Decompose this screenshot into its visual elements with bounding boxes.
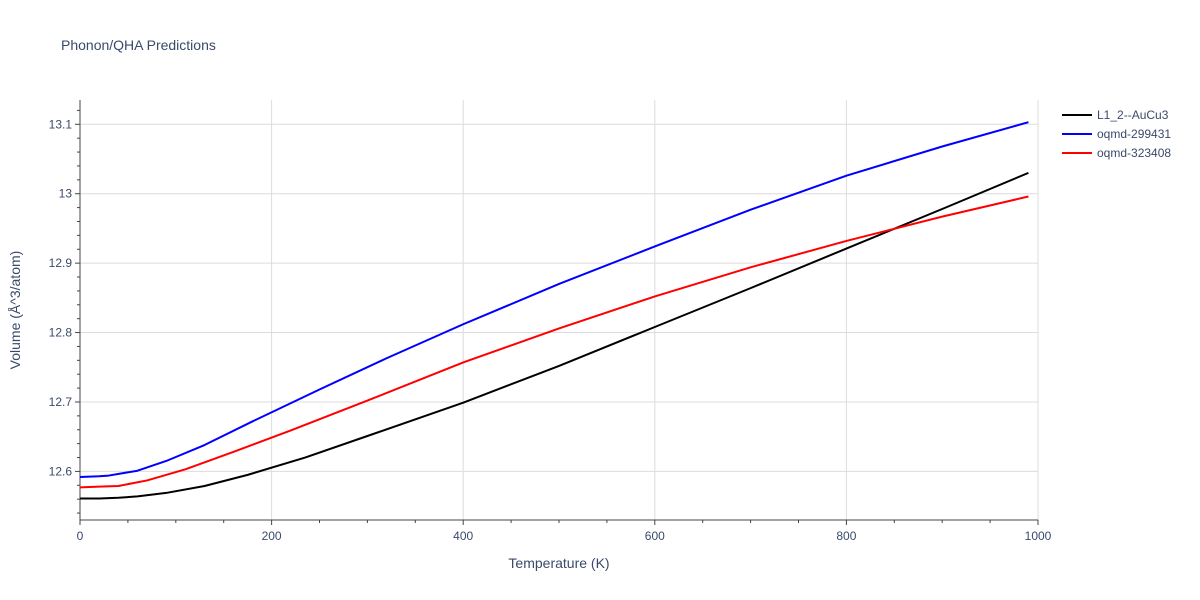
x-tick-label: 600 xyxy=(645,529,665,543)
legend-label: oqmd-323408 xyxy=(1097,146,1171,160)
legend-label: oqmd-299431 xyxy=(1097,127,1171,141)
chart-title: Phonon/QHA Predictions xyxy=(61,37,216,53)
x-tick-label: 0 xyxy=(77,529,84,543)
series-line-3[interactable] xyxy=(79,195,1029,489)
y-tick-label: 12.8 xyxy=(49,326,73,340)
series-line-1[interactable] xyxy=(80,171,1029,500)
x-tick-label: 1000 xyxy=(1025,529,1052,543)
legend-item-3[interactable]: oqmd-323408 xyxy=(1062,146,1171,160)
x-tick-label: 400 xyxy=(453,529,473,543)
axes: 0 200 400 600 800 1000 12.6 12.7 12.8 12.9 13 13.1 xyxy=(49,100,1052,543)
y-tick-label: 13 xyxy=(59,187,73,201)
grid-lines xyxy=(80,100,1039,520)
y-tick-label: 13.1 xyxy=(49,117,73,131)
x-tick-label: 200 xyxy=(262,529,282,543)
y-tick-label: 12.6 xyxy=(49,464,73,478)
y-tick-label: 12.7 xyxy=(49,395,73,409)
x-axis-title: Temperature (K) xyxy=(508,555,609,571)
series-line-2[interactable] xyxy=(79,121,1029,478)
x-tick-label: 800 xyxy=(836,529,856,543)
y-axis-title: Volume (Å^3/atom) xyxy=(7,251,23,370)
y-tick-label: 12.9 xyxy=(49,256,73,270)
legend-item-1[interactable]: L1_2--AuCu3 xyxy=(1062,108,1169,122)
legend-label: L1_2--AuCu3 xyxy=(1097,108,1169,122)
legend[interactable]: L1_2--AuCu3 oqmd-299431 oqmd-323408 xyxy=(1062,108,1171,160)
legend-item-2[interactable]: oqmd-299431 xyxy=(1062,127,1171,141)
series-lines xyxy=(79,121,1029,500)
